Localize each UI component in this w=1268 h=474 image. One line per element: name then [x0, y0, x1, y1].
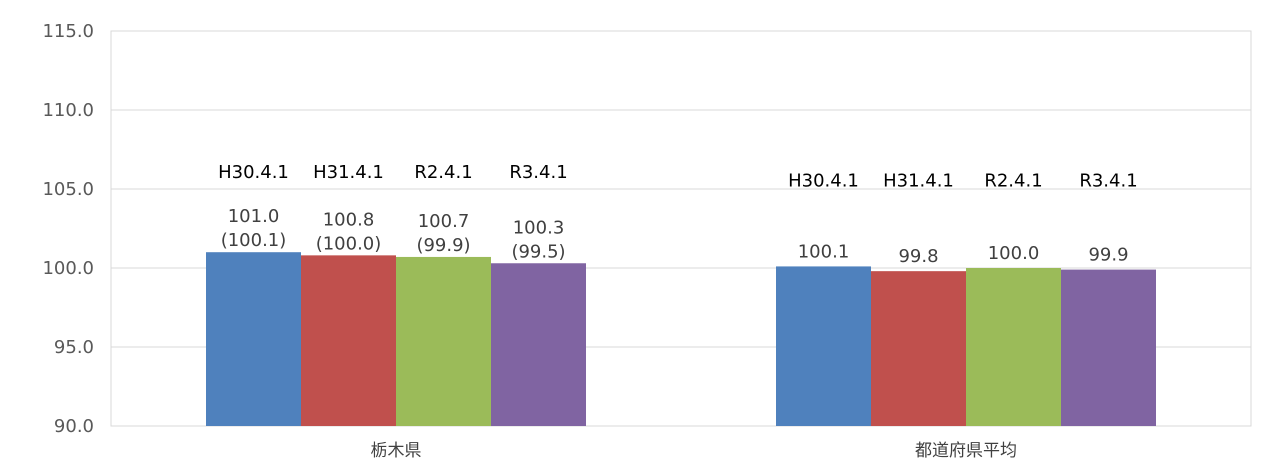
value-label: 99.9: [1088, 245, 1128, 266]
value-sub-label: (99.9): [416, 235, 470, 256]
series-date-label: H31.4.1: [883, 170, 954, 191]
value-label: 100.1: [798, 241, 850, 262]
bar: [396, 256, 491, 426]
bar: [491, 263, 586, 426]
bar: [871, 271, 966, 426]
value-label: 100.8: [323, 209, 375, 230]
value-label: 100.0: [988, 243, 1040, 264]
plot-area: [110, 30, 1252, 427]
y-tick-label: 110.0: [42, 100, 94, 121]
bar: [966, 268, 1061, 426]
series-date-label: H30.4.1: [218, 162, 289, 183]
y-tick-label: 105.0: [42, 179, 94, 200]
bar: [301, 255, 396, 426]
series-date-label: R3.4.1: [1079, 170, 1137, 191]
series-date-label: R2.4.1: [414, 162, 472, 183]
series-date-label: H30.4.1: [788, 170, 859, 191]
data-labels: 101.0 (100.1) 100.8 (100.0) 100.7 (99.9) 100.3…: [218, 162, 1138, 267]
series-date-label: R3.4.1: [509, 162, 567, 183]
series-date-label: R2.4.1: [984, 170, 1042, 191]
bar: [206, 252, 301, 426]
y-tick-label: 95.0: [54, 337, 94, 358]
category-label: 都道府県平均: [915, 441, 1017, 461]
bars: [206, 252, 1156, 426]
bar: [776, 266, 871, 426]
value-sub-label: (99.5): [511, 241, 565, 262]
y-tick-label: 100.0: [42, 258, 94, 279]
value-label: 101.0: [228, 206, 280, 227]
x-axis: 栃木県 都道府県平均: [371, 441, 1018, 461]
y-tick-label: 90.0: [54, 416, 94, 437]
category-label: 栃木県: [371, 441, 422, 461]
series-date-label: H31.4.1: [313, 162, 384, 183]
value-sub-label: (100.0): [316, 233, 382, 254]
value-label: 100.3: [513, 217, 565, 238]
value-sub-label: (100.1): [221, 230, 287, 251]
y-tick-label: 115.0: [42, 21, 94, 42]
y-axis: 90.0 95.0 100.0 105.0 110.0 115.0: [42, 21, 94, 437]
bar: [1061, 269, 1156, 426]
value-label: 100.7: [418, 211, 470, 232]
value-label: 99.8: [898, 246, 938, 267]
